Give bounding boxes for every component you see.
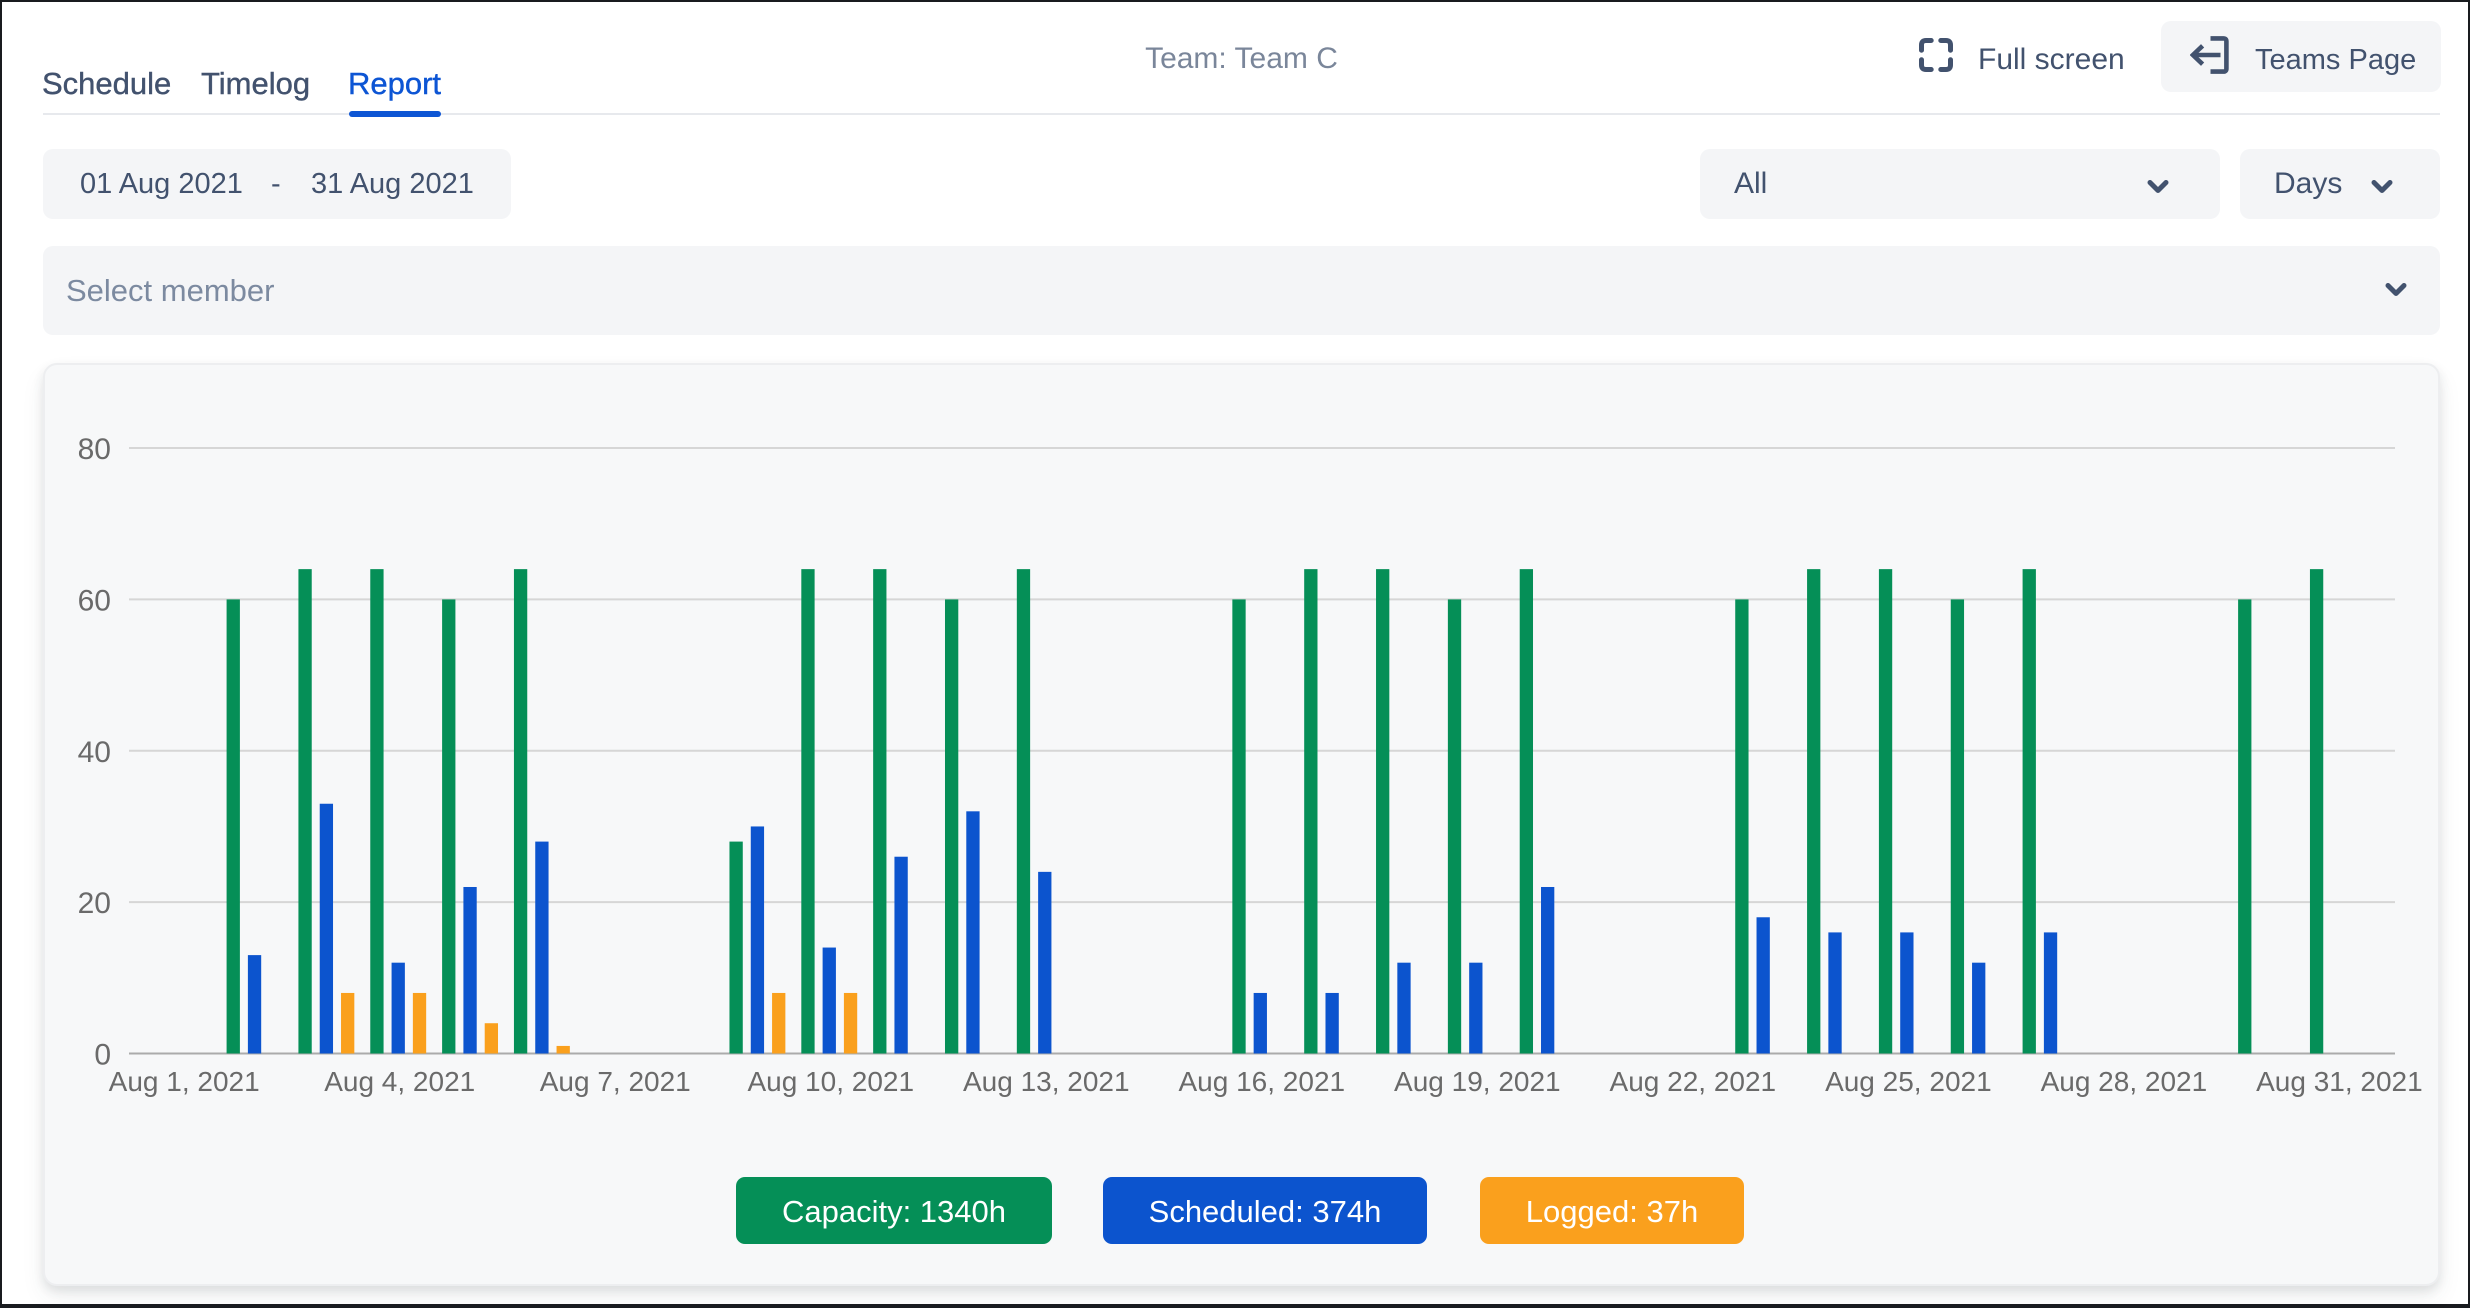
svg-text:Aug 31, 2021: Aug 31, 2021 (2256, 1066, 2423, 1097)
svg-text:Aug 16, 2021: Aug 16, 2021 (1179, 1066, 1346, 1097)
svg-text:80: 80 (78, 433, 111, 466)
svg-text:Aug 28, 2021: Aug 28, 2021 (2041, 1066, 2208, 1097)
svg-text:Aug 22, 2021: Aug 22, 2021 (1610, 1066, 1777, 1097)
svg-text:40: 40 (78, 736, 111, 769)
svg-text:Aug 7, 2021: Aug 7, 2021 (540, 1066, 691, 1097)
svg-text:Scheduled: 374h: Scheduled: 374h (1149, 1194, 1382, 1229)
svg-text:60: 60 (78, 584, 111, 617)
svg-text:Aug 13, 2021: Aug 13, 2021 (963, 1066, 1130, 1097)
svg-text:Aug 10, 2021: Aug 10, 2021 (747, 1066, 914, 1097)
svg-text:Aug 25, 2021: Aug 25, 2021 (1825, 1066, 1992, 1097)
svg-text:Capacity: 1340h: Capacity: 1340h (782, 1194, 1006, 1229)
svg-text:Aug 1, 2021: Aug 1, 2021 (109, 1066, 260, 1097)
svg-text:Aug 4, 2021: Aug 4, 2021 (324, 1066, 475, 1097)
svg-text:Aug 19, 2021: Aug 19, 2021 (1394, 1066, 1561, 1097)
svg-text:0: 0 (94, 1039, 111, 1072)
svg-text:Logged: 37h: Logged: 37h (1526, 1194, 1698, 1229)
svg-text:20: 20 (78, 887, 111, 920)
